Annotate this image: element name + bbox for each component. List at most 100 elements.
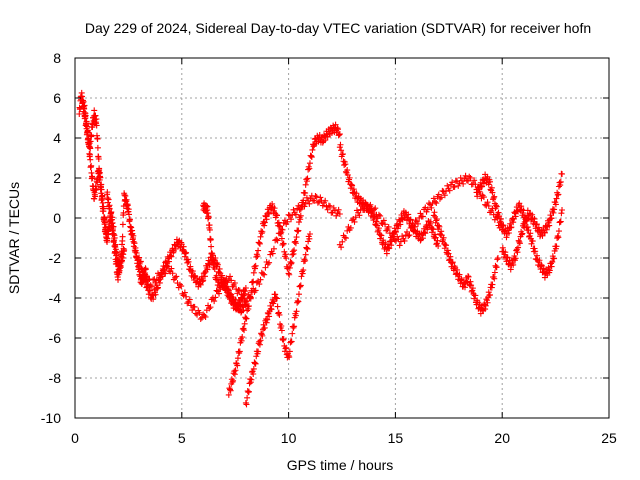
data-point bbox=[295, 219, 302, 226]
data-point bbox=[238, 291, 245, 298]
data-point bbox=[385, 223, 392, 230]
data-point bbox=[342, 161, 349, 168]
data-point bbox=[488, 284, 495, 291]
y-tick-label: 6 bbox=[53, 90, 61, 106]
data-point bbox=[126, 211, 133, 218]
y-tick-label: -10 bbox=[41, 410, 61, 426]
data-point bbox=[222, 278, 229, 285]
data-point bbox=[93, 185, 100, 192]
data-point bbox=[290, 206, 297, 213]
data-point bbox=[288, 260, 295, 267]
data-point bbox=[551, 255, 558, 262]
data-point bbox=[228, 277, 235, 284]
data-point bbox=[268, 306, 275, 313]
data-point bbox=[255, 247, 262, 254]
data-point bbox=[207, 236, 214, 243]
data-point bbox=[128, 224, 135, 231]
data-point bbox=[87, 145, 94, 152]
data-point bbox=[282, 251, 289, 258]
data-point bbox=[497, 215, 504, 222]
data-point bbox=[251, 359, 258, 366]
data-point bbox=[555, 183, 562, 190]
x-axis-tick-labels: 0 5 10 15 20 25 bbox=[71, 430, 617, 446]
data-point bbox=[91, 107, 98, 114]
data-point bbox=[280, 240, 287, 247]
data-point bbox=[212, 255, 219, 262]
y-tick-label: -8 bbox=[49, 370, 62, 386]
data-point bbox=[119, 233, 126, 240]
data-point bbox=[298, 273, 305, 280]
data-point bbox=[239, 295, 246, 302]
data-point bbox=[147, 287, 154, 294]
data-point bbox=[306, 200, 313, 207]
data-point bbox=[116, 269, 123, 276]
data-point bbox=[88, 162, 95, 169]
data-point bbox=[113, 261, 120, 268]
data-point bbox=[503, 234, 510, 241]
data-point bbox=[490, 194, 497, 201]
data-point bbox=[302, 257, 309, 264]
data-point bbox=[518, 231, 525, 238]
data-point bbox=[347, 185, 354, 192]
data-point bbox=[157, 274, 164, 281]
data-point bbox=[367, 201, 374, 208]
data-point bbox=[130, 232, 137, 239]
data-point bbox=[319, 202, 326, 209]
data-point bbox=[88, 169, 95, 176]
data-point bbox=[362, 200, 369, 207]
data-point bbox=[419, 213, 426, 220]
data-point bbox=[182, 250, 189, 257]
grid-lines bbox=[75, 58, 609, 418]
data-point bbox=[515, 244, 522, 251]
data-point bbox=[253, 254, 260, 261]
data-point bbox=[414, 220, 421, 227]
data-point bbox=[83, 118, 90, 125]
data-point bbox=[291, 247, 298, 254]
data-point bbox=[492, 262, 499, 269]
data-point bbox=[421, 229, 428, 236]
data-point bbox=[556, 219, 563, 226]
x-tick-label: 20 bbox=[494, 430, 510, 446]
data-point bbox=[341, 234, 348, 241]
data-point bbox=[364, 207, 371, 214]
data-point bbox=[211, 262, 218, 269]
data-point bbox=[293, 308, 300, 315]
data-point bbox=[245, 303, 252, 310]
data-point bbox=[98, 181, 105, 188]
data-point bbox=[294, 297, 301, 304]
data-point bbox=[449, 179, 456, 186]
data-point bbox=[297, 283, 304, 290]
data-point bbox=[249, 279, 256, 286]
series-satellite-track-g bbox=[225, 121, 343, 398]
data-point bbox=[248, 287, 255, 294]
data-point bbox=[521, 221, 528, 228]
data-point bbox=[462, 172, 469, 179]
data-point bbox=[242, 285, 249, 291]
data-point bbox=[181, 289, 188, 296]
data-point bbox=[349, 182, 356, 189]
data-point bbox=[297, 216, 304, 223]
data-point bbox=[494, 256, 501, 263]
data-point bbox=[89, 174, 96, 181]
data-point bbox=[485, 203, 492, 210]
data-point bbox=[196, 309, 203, 316]
data-point bbox=[92, 112, 99, 119]
data-point bbox=[110, 230, 117, 237]
data-point bbox=[104, 189, 111, 196]
data-point bbox=[239, 325, 246, 332]
data-point bbox=[285, 352, 292, 359]
data-point bbox=[306, 165, 313, 172]
data-point bbox=[446, 256, 453, 263]
data-point bbox=[486, 178, 493, 185]
data-point bbox=[538, 261, 545, 268]
data-point bbox=[172, 274, 179, 281]
data-point bbox=[227, 386, 234, 393]
data-point bbox=[336, 131, 343, 138]
data-point bbox=[213, 272, 220, 279]
data-point bbox=[546, 222, 553, 229]
data-point bbox=[229, 379, 236, 386]
data-point bbox=[461, 284, 468, 291]
series-satellite-track-h bbox=[242, 231, 313, 408]
x-tick-label: 10 bbox=[281, 430, 297, 446]
